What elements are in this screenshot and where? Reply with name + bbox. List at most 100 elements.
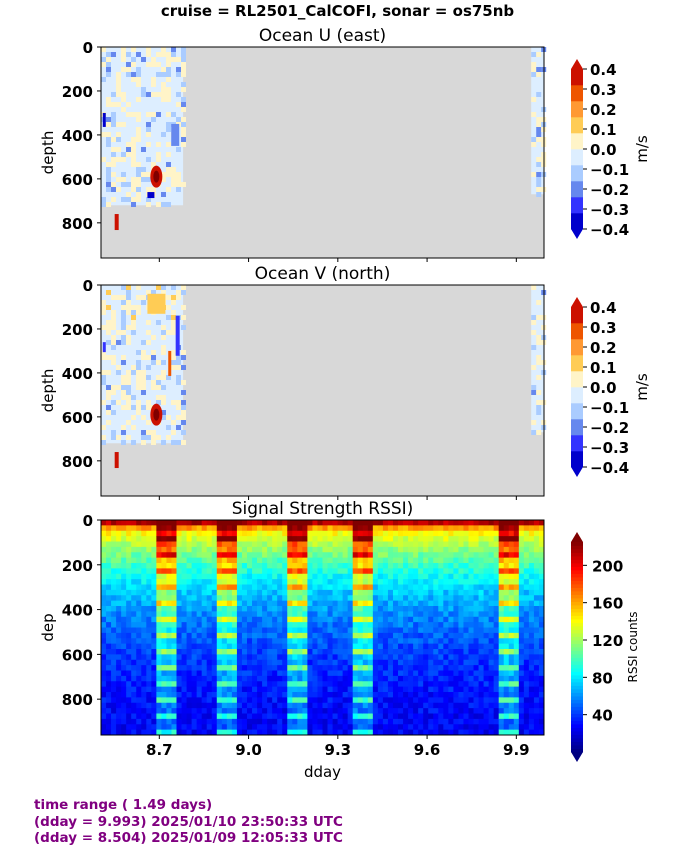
rssi-cell bbox=[372, 611, 379, 618]
data-cell bbox=[536, 375, 542, 380]
rssi-cell bbox=[357, 665, 364, 671]
data-cell bbox=[116, 87, 121, 92]
rssi-cell bbox=[196, 692, 203, 698]
rssi-cell bbox=[257, 697, 263, 704]
rssi-cell bbox=[387, 541, 394, 548]
rssi-cell bbox=[458, 697, 464, 704]
rssi-cell bbox=[403, 697, 409, 704]
rssi-cell bbox=[101, 552, 107, 559]
rssi-cell bbox=[498, 595, 505, 602]
rssi-cell bbox=[347, 718, 354, 725]
rssi-cell bbox=[327, 692, 333, 698]
rssi-cell bbox=[488, 665, 495, 671]
rssi-cell bbox=[297, 600, 303, 607]
rssi-cell bbox=[513, 557, 520, 564]
rssi-cell bbox=[136, 557, 142, 564]
rssi-cell bbox=[161, 702, 167, 709]
rssi-cell bbox=[518, 579, 525, 585]
rssi-cell bbox=[282, 616, 288, 623]
rssi-cell bbox=[287, 686, 293, 693]
rssi-cell bbox=[332, 557, 339, 564]
rssi-cell bbox=[392, 600, 399, 607]
rssi-cell bbox=[267, 649, 273, 655]
data-cell bbox=[171, 420, 176, 425]
rssi-cell bbox=[362, 729, 369, 736]
rssi-cell bbox=[171, 573, 177, 580]
rssi-cell bbox=[337, 627, 344, 634]
data-cell bbox=[156, 72, 161, 77]
rssi-cell bbox=[463, 536, 469, 542]
rssi-cell bbox=[246, 616, 253, 623]
rssi-cell bbox=[226, 584, 233, 591]
rssi-cell bbox=[317, 729, 323, 736]
rssi-cell bbox=[231, 520, 238, 526]
rssi-cell bbox=[216, 525, 223, 532]
rssi-cell bbox=[392, 681, 399, 688]
rssi-cell bbox=[161, 568, 167, 575]
rssi-cell bbox=[342, 563, 349, 569]
rssi-cell bbox=[236, 697, 243, 704]
rssi-cell bbox=[453, 530, 459, 537]
rssi-cell bbox=[282, 665, 288, 671]
data-cell bbox=[151, 385, 156, 390]
rssi-cell bbox=[272, 686, 278, 693]
rssi-cell bbox=[453, 665, 459, 671]
rssi-cell bbox=[111, 536, 117, 542]
rssi-cell bbox=[111, 692, 117, 698]
rssi-cell bbox=[312, 665, 318, 671]
rssi-cell bbox=[443, 718, 449, 725]
rssi-cell bbox=[483, 670, 490, 677]
rssi-cell bbox=[297, 670, 303, 677]
rssi-cell bbox=[126, 659, 132, 666]
rssi-cell bbox=[498, 638, 505, 645]
data-cell bbox=[101, 47, 106, 52]
rssi-cell bbox=[468, 729, 474, 736]
data-cell bbox=[531, 315, 537, 320]
rssi-cell bbox=[362, 708, 369, 714]
data-cell bbox=[136, 172, 141, 177]
rssi-cell bbox=[423, 611, 429, 618]
rssi-cell bbox=[453, 589, 459, 596]
rssi-cell bbox=[443, 546, 449, 553]
data-cell bbox=[536, 162, 542, 167]
rssi-cell bbox=[453, 702, 459, 709]
rssi-cell bbox=[136, 686, 142, 693]
rssi-cell bbox=[488, 546, 495, 553]
rssi-cell bbox=[528, 713, 535, 720]
rssi-cell bbox=[166, 724, 172, 731]
rssi-cell bbox=[136, 568, 142, 575]
rssi-cell bbox=[292, 579, 298, 585]
rssi-cell bbox=[377, 675, 384, 682]
rssi-cell bbox=[156, 692, 162, 698]
rssi-cell bbox=[181, 708, 187, 714]
data-cell bbox=[151, 440, 156, 445]
rssi-cell bbox=[473, 643, 479, 650]
rssi-cell bbox=[443, 627, 449, 634]
rssi-cell bbox=[372, 595, 379, 602]
rssi-cell bbox=[267, 702, 273, 709]
rssi-cell bbox=[136, 627, 142, 634]
rssi-cell bbox=[287, 600, 293, 607]
rssi-cell bbox=[342, 670, 349, 677]
rssi-cell bbox=[377, 697, 384, 704]
rssi-cell bbox=[136, 584, 142, 591]
rssi-cell bbox=[297, 611, 303, 618]
rssi-cell bbox=[312, 702, 318, 709]
rssi-cell bbox=[342, 697, 349, 704]
rssi-cell bbox=[221, 552, 228, 559]
data-cell bbox=[121, 122, 126, 127]
rssi-cell bbox=[141, 611, 147, 618]
rssi-cell bbox=[493, 530, 500, 537]
rssi-cell bbox=[176, 670, 182, 677]
rssi-cell bbox=[141, 665, 147, 671]
rssi-cell bbox=[161, 681, 167, 688]
rssi-cell bbox=[111, 697, 117, 704]
rssi-cell bbox=[257, 611, 263, 618]
rssi-cell bbox=[287, 536, 293, 542]
data-cell bbox=[111, 295, 116, 300]
rssi-cell bbox=[166, 718, 172, 725]
rssi-cell bbox=[523, 686, 530, 693]
rssi-cell bbox=[176, 530, 182, 537]
rssi-cell bbox=[246, 573, 253, 580]
rssi-cell bbox=[116, 573, 122, 580]
